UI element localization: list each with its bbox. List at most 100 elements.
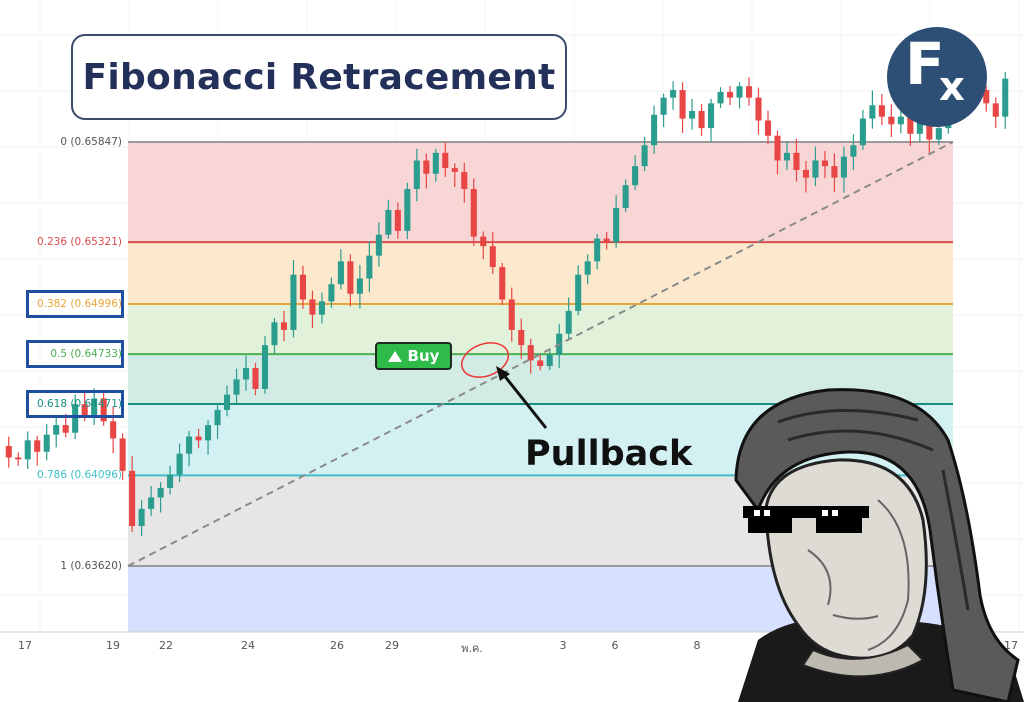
fib-label-0: 0 (0.65847) (60, 136, 122, 148)
candle (878, 93, 885, 125)
candle (508, 287, 515, 342)
candle (309, 290, 316, 329)
candle-body (850, 145, 857, 157)
logo-x: x (939, 64, 965, 110)
candle-body (290, 274, 297, 330)
candle-body (802, 169, 809, 178)
candle (242, 355, 250, 391)
candle-body (983, 90, 990, 104)
candle (992, 97, 999, 128)
candle (252, 362, 259, 396)
fib-label-1: 1 (0.63620) (60, 560, 122, 572)
candle (518, 318, 525, 359)
candle (869, 90, 876, 129)
candle-body (366, 255, 373, 279)
candle (375, 222, 382, 267)
candle-body (651, 114, 658, 146)
candle (432, 148, 439, 182)
candle-body (328, 284, 335, 302)
candle (983, 85, 990, 112)
candle-body (337, 261, 344, 285)
candle-body (252, 367, 259, 389)
candle-body (62, 425, 69, 433)
candle (622, 179, 629, 212)
candle-body (565, 310, 572, 334)
candle (489, 232, 496, 274)
candle-body (299, 274, 306, 300)
x-tick-label: 24 (241, 639, 255, 652)
candle-body (821, 160, 828, 167)
portrait-face-shading (807, 499, 910, 651)
candle (404, 182, 411, 240)
candle (840, 146, 847, 193)
candle (5, 436, 12, 468)
candle-body (745, 86, 753, 98)
fib-label-0.786: 0.786 (0.64096) (36, 469, 122, 482)
candle-body (148, 497, 155, 509)
x-tick-label: 17 (1004, 639, 1018, 652)
candle-body (594, 238, 601, 262)
candle-body (916, 122, 923, 134)
candle-body (53, 425, 60, 435)
candle-body (489, 246, 496, 268)
candle (271, 317, 278, 354)
candle-body (195, 436, 202, 441)
candle (423, 153, 430, 189)
candle-body (584, 261, 591, 275)
buy-label: Buy (407, 347, 440, 365)
candle-body (1002, 78, 1009, 117)
highlight-box-0.5 (26, 340, 124, 369)
candle (537, 354, 544, 371)
candle-body (897, 116, 904, 125)
up-triangle-icon (387, 350, 402, 362)
candle-body (129, 470, 136, 527)
candle (461, 162, 468, 203)
candle-body (318, 301, 325, 315)
candle (764, 110, 772, 145)
candle-body (442, 152, 449, 169)
candle-body (907, 116, 914, 134)
candle-body (537, 360, 544, 367)
candle-body (926, 122, 933, 140)
candle-body (214, 409, 221, 426)
x-tick-label: พ.ค. (461, 642, 483, 655)
candle-body (992, 103, 999, 117)
candle (91, 388, 98, 425)
candle (385, 199, 392, 239)
candle (119, 433, 126, 480)
candle-body (138, 508, 145, 527)
candle-body (755, 97, 762, 121)
candle-body (726, 91, 734, 98)
candle-body (385, 209, 392, 235)
candle (176, 443, 183, 483)
candle (689, 98, 696, 130)
candle (641, 136, 648, 172)
candle (337, 249, 344, 290)
candle-body (935, 128, 942, 140)
candle-body (783, 152, 791, 161)
candle-body (840, 156, 847, 178)
x-tick-label: 22 (159, 639, 173, 652)
candle-body (157, 487, 164, 498)
candle (442, 142, 449, 177)
candle (366, 241, 373, 293)
candle (850, 134, 857, 170)
candle (708, 98, 715, 142)
title-box: Fibonacci Retracement (71, 34, 567, 120)
x-tick-label: 17 (18, 639, 32, 652)
fib-label-0.618: 0.618 (0.64471) (36, 397, 122, 410)
candle-body (356, 278, 363, 294)
fib-zone-0.382 (128, 304, 953, 355)
candle (299, 265, 306, 309)
candle (413, 148, 420, 202)
candle-body (119, 438, 126, 471)
x-tick-label: 3 (559, 639, 567, 652)
candle-body (461, 171, 468, 190)
candle (527, 338, 534, 374)
candle-body (869, 105, 876, 119)
fib-label-0.5: 0.5 (0.64733) (50, 348, 122, 361)
candle (565, 297, 572, 340)
candle (698, 104, 705, 137)
candle-body (110, 421, 117, 439)
candle (717, 87, 724, 108)
